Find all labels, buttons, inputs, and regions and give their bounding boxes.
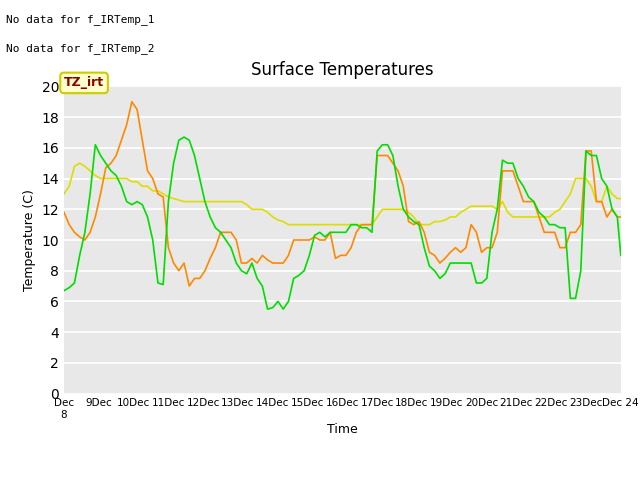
Text: No data for f_IRTemp_1: No data for f_IRTemp_1 xyxy=(6,14,155,25)
Title: Surface Temperatures: Surface Temperatures xyxy=(251,61,434,79)
Text: TZ_irt: TZ_irt xyxy=(64,76,104,89)
X-axis label: Time: Time xyxy=(327,423,358,436)
Text: No data for f_IRTemp_2: No data for f_IRTemp_2 xyxy=(6,43,155,54)
Y-axis label: Temperature (C): Temperature (C) xyxy=(23,189,36,291)
